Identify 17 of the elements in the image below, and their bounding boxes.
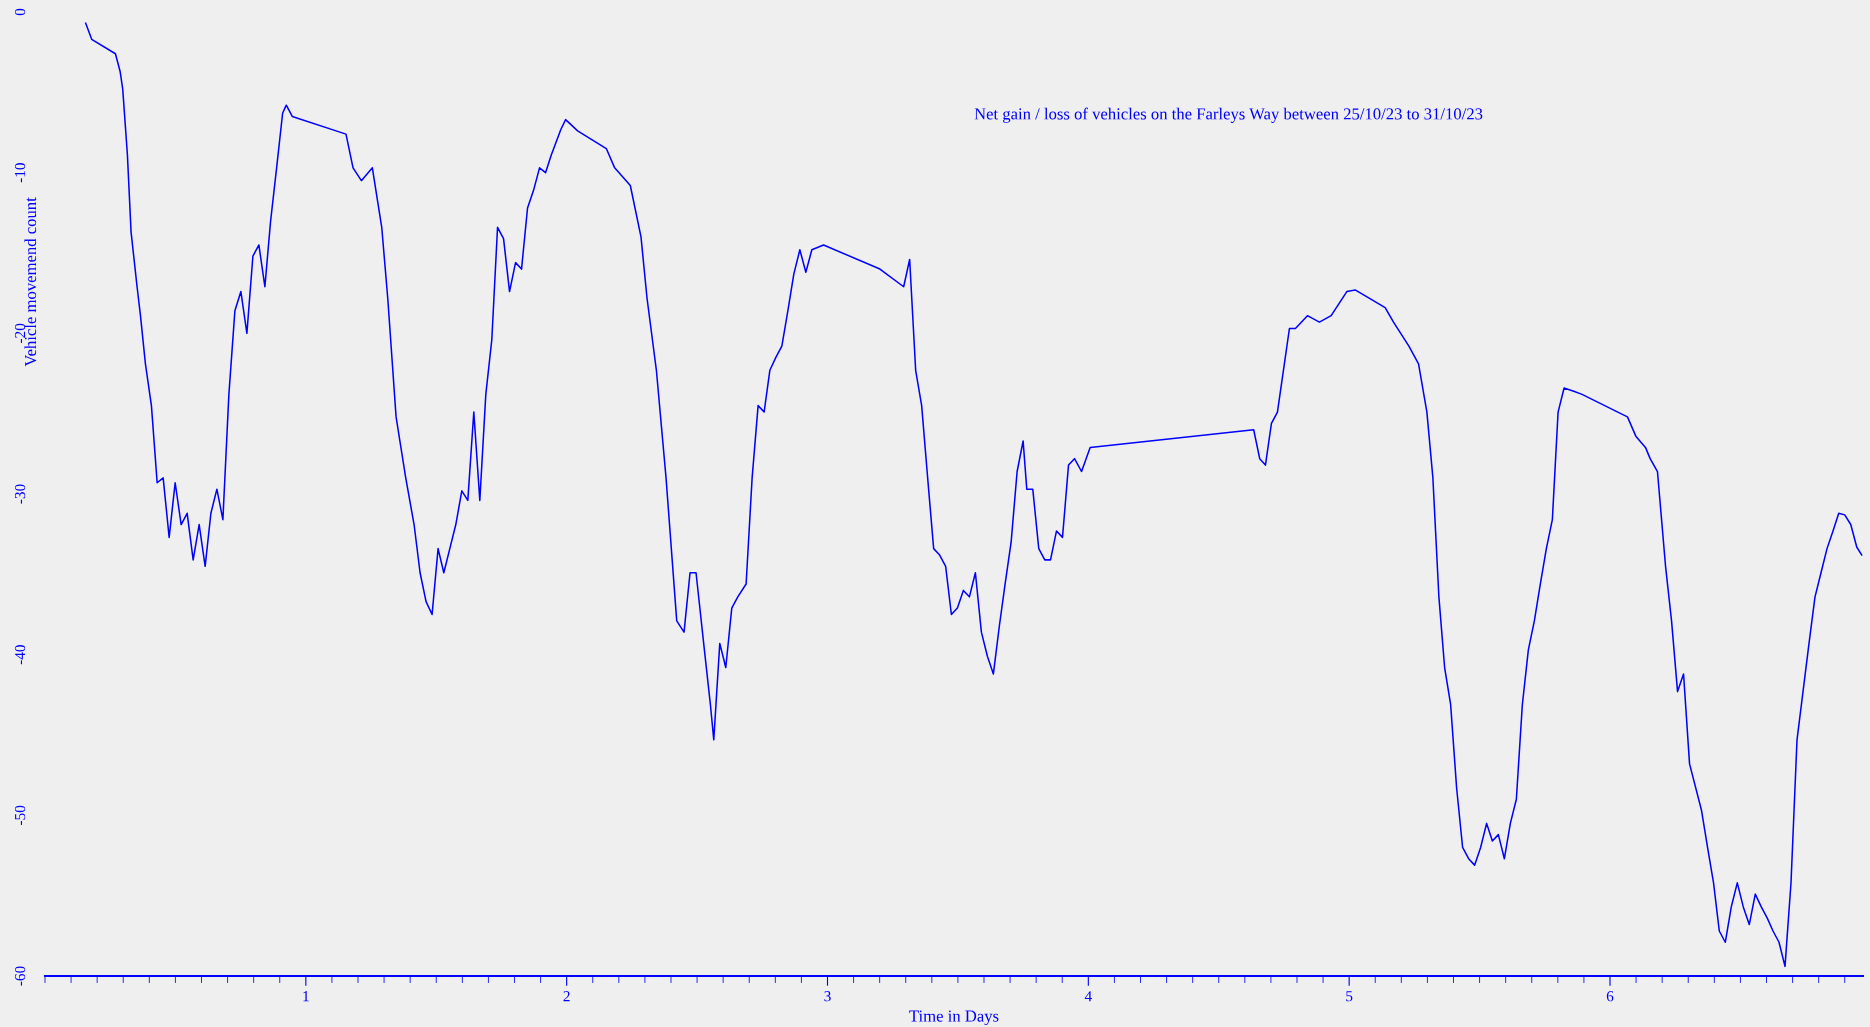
y-tick-label: -60 (14, 966, 26, 986)
y-tick-label: 0 (14, 8, 26, 16)
x-tick-label: 3 (824, 991, 831, 1002)
line-series (84, 22, 1863, 968)
x-tick-label: 5 (1346, 991, 1353, 1002)
y-axis-title: Vehicle movemend count (24, 197, 37, 367)
x-tick-label: 6 (1606, 991, 1614, 1002)
y-tick-label: -10 (14, 163, 26, 183)
x-tick-label: 4 (1084, 991, 1092, 1002)
y-tick-label: -40 (14, 645, 26, 665)
x-axis-title: Time in Days (909, 1010, 999, 1026)
x-tick-label: 1 (303, 991, 309, 1002)
text: Net gain / loss of vehicles on the Farleys Way between 25/10/23 to 31/10/23 (974, 107, 1483, 123)
y-tick-label: -20 (14, 323, 26, 343)
x-tick-label: 2 (563, 991, 570, 1002)
y-tick-label: -30 (14, 484, 26, 504)
y-tick-label: -50 (14, 805, 26, 825)
